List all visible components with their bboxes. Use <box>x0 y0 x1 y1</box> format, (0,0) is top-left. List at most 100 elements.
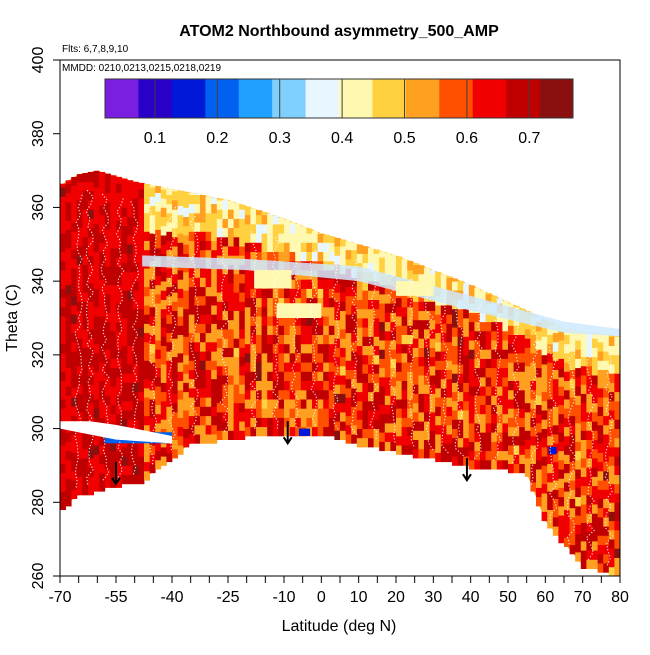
heatmap-cell <box>356 354 363 365</box>
x-tick-label: -70 <box>48 589 71 606</box>
heatmap-cell <box>457 382 464 393</box>
heatmap-cell <box>586 522 593 533</box>
heatmap-cell <box>104 303 111 313</box>
heatmap-cell <box>474 340 481 350</box>
heatmap-cell <box>541 400 548 411</box>
heatmap-cell <box>295 380 302 391</box>
y-tick-label: 320 <box>30 341 47 368</box>
heatmap-cell <box>580 531 587 542</box>
heatmap-cell <box>407 408 414 418</box>
heatmap-cell <box>127 198 134 208</box>
heatmap-cell <box>65 192 72 203</box>
heatmap-cell <box>580 522 587 533</box>
heatmap-cell <box>530 389 537 400</box>
heatmap-cell <box>356 244 363 254</box>
heatmap-cell <box>289 334 296 345</box>
heatmap-cell <box>155 340 162 350</box>
heatmap-cell <box>278 408 285 418</box>
heatmap-cell <box>71 369 78 380</box>
heatmap-cell <box>228 329 234 339</box>
heatmap-cell <box>127 318 134 328</box>
heatmap-cell <box>334 356 341 367</box>
heatmap-cell <box>547 426 554 437</box>
heatmap-cell <box>295 242 302 252</box>
heatmap-cell <box>172 273 178 284</box>
heatmap-cell <box>306 228 313 234</box>
heatmap-cell <box>144 397 150 407</box>
heatmap-cell <box>597 424 604 435</box>
heatmap-cell <box>127 235 134 245</box>
heatmap-cell <box>379 321 386 332</box>
heatmap-cell <box>396 353 402 363</box>
heatmap-cell <box>177 417 184 428</box>
heatmap-cell <box>267 380 274 391</box>
heatmap-cell <box>323 389 330 400</box>
heatmap-cell <box>127 419 134 429</box>
heatmap-cell <box>491 432 498 442</box>
heatmap-cell <box>60 183 66 188</box>
heatmap-cell <box>116 248 122 258</box>
heatmap-cell <box>328 236 335 243</box>
heatmap-cell <box>116 284 122 295</box>
heatmap-cell <box>608 539 615 549</box>
heatmap-cell <box>295 297 302 308</box>
heatmap-cell <box>188 203 195 214</box>
y-tick-label: 380 <box>30 120 47 147</box>
heatmap-cell <box>93 371 100 381</box>
heatmap-cell <box>614 336 620 346</box>
heatmap-cell <box>222 246 229 256</box>
heatmap-cell <box>541 483 548 494</box>
heatmap-cell <box>345 415 352 426</box>
heatmap-cell <box>138 271 145 282</box>
heatmap-cell <box>222 365 229 376</box>
heatmap-cell <box>513 389 520 400</box>
heatmap-cell <box>552 480 559 490</box>
heatmap-cell <box>362 382 369 393</box>
heatmap-patch <box>276 303 322 318</box>
heatmap-cell <box>564 482 570 492</box>
heatmap-cell <box>351 360 358 370</box>
heatmap-cell <box>65 459 72 470</box>
heatmap-cell <box>76 375 83 385</box>
heatmap-cell <box>468 321 475 332</box>
heatmap-cell <box>93 380 100 391</box>
heatmap-cell <box>155 377 162 387</box>
heatmap-cell <box>541 336 548 346</box>
heatmap-cell <box>306 288 313 299</box>
heatmap-cell <box>295 279 302 289</box>
heatmap-cell <box>502 330 509 341</box>
heatmap-cell <box>536 432 542 442</box>
heatmap-cell <box>300 399 307 409</box>
heatmap-cell <box>166 295 173 306</box>
heatmap-cell <box>351 323 358 334</box>
heatmap-cell <box>205 305 212 315</box>
heatmap-cell <box>216 356 223 367</box>
heatmap-cell <box>552 369 559 380</box>
heatmap-cell <box>233 338 240 348</box>
colorbar: 0.1 0.2 0.3 0.4 0.5 0.6 0.7 <box>104 78 574 147</box>
colorbar-swatch <box>506 79 541 118</box>
heatmap-cell <box>88 264 94 275</box>
heatmap-cell <box>575 506 582 516</box>
heatmap-cell <box>401 417 408 428</box>
heatmap-cell <box>558 413 565 424</box>
heatmap-cell <box>496 349 503 359</box>
heatmap-cell <box>580 458 587 468</box>
heatmap-cell <box>121 235 128 245</box>
heatmap-cell <box>149 334 156 345</box>
heatmap-cell <box>132 373 139 383</box>
heatmap-cell <box>71 305 78 315</box>
heatmap-cell <box>88 181 94 192</box>
heatmap-cell <box>502 441 509 452</box>
heatmap-cell <box>463 327 470 337</box>
heatmap-cell <box>586 541 593 551</box>
heatmap-cell <box>513 305 520 308</box>
heatmap-cell <box>138 474 145 485</box>
heatmap-cell <box>211 415 218 426</box>
heatmap-cell <box>536 395 542 405</box>
x-tick-label: 70 <box>574 589 592 606</box>
heatmap-cell <box>384 312 391 323</box>
heatmap-cell <box>552 360 559 370</box>
heatmap-cell <box>513 454 520 464</box>
heatmap-cell <box>446 360 453 370</box>
